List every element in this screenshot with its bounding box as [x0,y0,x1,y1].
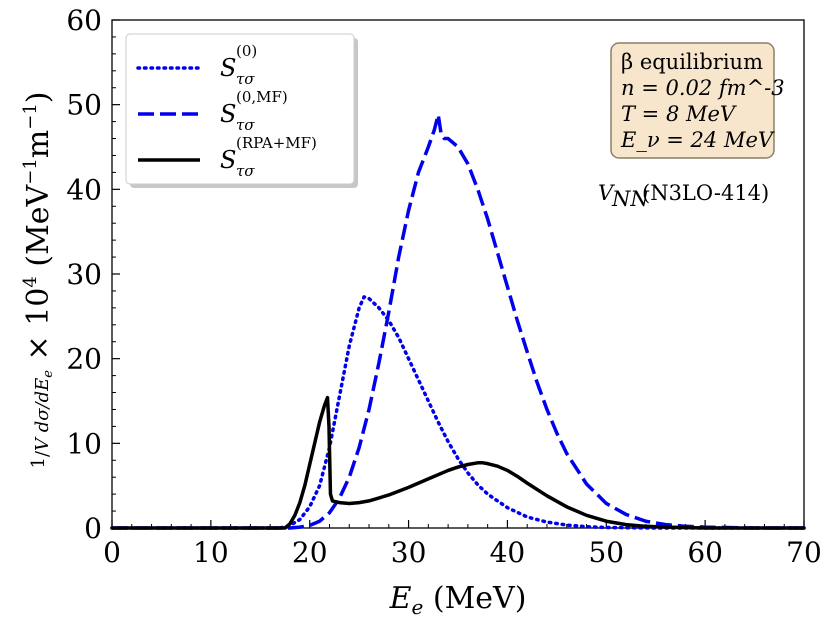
x-axis-ticks: 0 10 20 30 40 50 60 70 [103,520,822,569]
legend-sub-s0: τσ [236,70,255,88]
info-line-equilibrium: β equilibrium [621,50,763,74]
legend-label-s0: S [220,54,236,82]
potential-label: V [598,181,615,205]
y-tick-label: 50 [66,89,102,122]
potential-label-sub: NN [611,187,649,211]
y-tick-label: 40 [66,173,102,206]
series-layer [110,113,806,530]
y-tick-label: 20 [66,343,102,376]
y-axis-ticks: 0 10 20 30 40 50 60 [66,4,120,545]
x-tick-label: 30 [391,536,427,569]
y-tick-label: 60 [66,4,102,37]
info-line-neutrino-energy: E_ν = 24 MeV [620,128,775,152]
legend-label-s0mf: S [220,100,236,128]
y-tick-label: 30 [66,258,102,291]
info-box: β equilibrium n = 0.02 fm^-3 T = 8 MeV E… [610,42,785,159]
legend-sup-srpa: (RPA+MF) [236,134,317,152]
x-axis-title: Ee (MeV) [389,581,527,619]
series-line-srpa-mf [110,395,806,530]
x-tick-label: 70 [786,536,822,569]
info-box-frame [610,42,775,159]
x-tick-label: 20 [292,536,328,569]
legend-sup-s0: (0) [236,42,257,60]
x-tick-label: 10 [193,536,229,569]
x-tick-label: 60 [687,536,723,569]
series-line-s0mf [112,113,804,530]
legend-sub-s0mf: τσ [236,116,255,134]
legend-box [125,33,355,185]
svg-text:1/V dσ/dEe × 104 (MeV−1m−1): 1/V dσ/dEe × 104 (MeV−1m−1) [20,92,56,469]
legend-sup-s0mf: (0,MF) [236,88,288,106]
y-tick-label: 0 [84,512,102,545]
legend-sub-srpa: τσ [236,162,255,180]
y-tick-label: 10 [66,427,102,460]
legend-label-srpa: S [220,146,236,174]
info-line-density: n = 0.02 fm^-3 [621,76,785,100]
x-tick-label: 50 [588,536,624,569]
info-line-temperature: T = 8 MeV [621,102,737,126]
x-tick-label: 40 [490,536,526,569]
legend: S (0) τσ S (0,MF) τσ S (RPA+MF) τσ [125,33,358,188]
series-line-s0 [110,295,806,530]
potential-label-rest: (N3LO-414) [642,181,769,205]
y-axis-title: 1/V dσ/dEe × 104 (MeV−1m−1) [20,92,56,469]
x-tick-label: 0 [103,536,121,569]
